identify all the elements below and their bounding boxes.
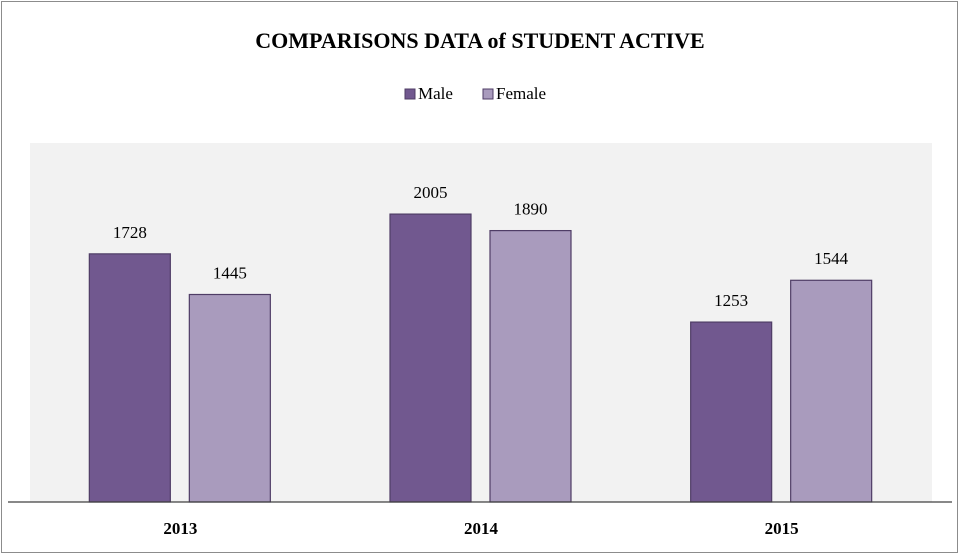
- data-label: 1253: [714, 291, 748, 310]
- x-tick-label: 2014: [464, 519, 499, 538]
- bar: [389, 213, 472, 503]
- legend-swatch: [482, 88, 494, 100]
- data-label: 1728: [113, 223, 147, 242]
- bar: [88, 253, 171, 503]
- bar: [790, 279, 873, 503]
- bar: [188, 293, 271, 503]
- data-label: 1445: [213, 263, 247, 282]
- chart-title: COMPARISONS DATA of STUDENT ACTIVE: [255, 28, 704, 53]
- legend-swatch: [404, 88, 416, 100]
- x-tick-label: 2015: [765, 519, 799, 538]
- plot-area: [30, 143, 932, 502]
- legend-label: Male: [418, 84, 453, 103]
- data-label: 1890: [514, 200, 548, 219]
- data-label: 2005: [414, 183, 448, 202]
- x-tick-label: 2013: [163, 519, 197, 538]
- bar: [690, 321, 773, 503]
- data-label: 1544: [814, 249, 849, 268]
- bar: [489, 229, 572, 503]
- legend-label: Female: [496, 84, 546, 103]
